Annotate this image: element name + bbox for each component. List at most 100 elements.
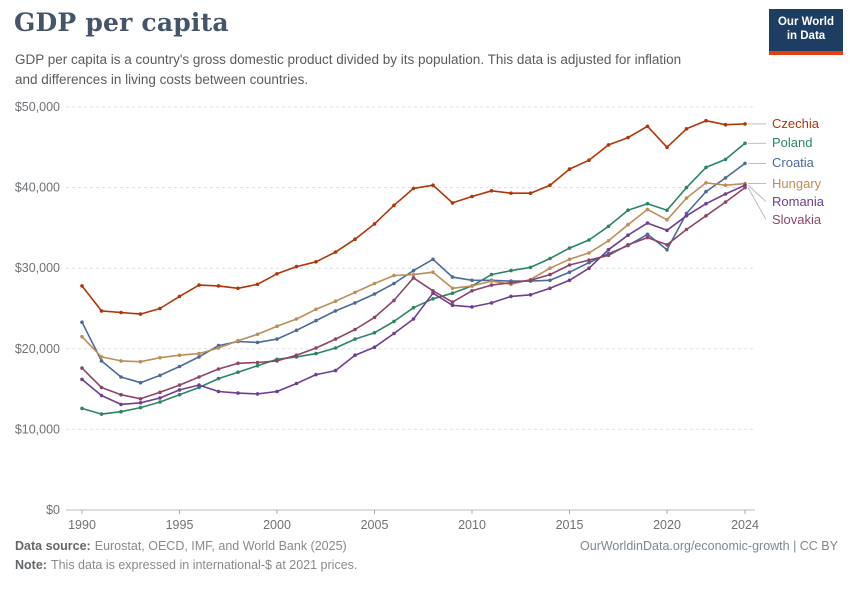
data-point-slovakia[interactable] — [294, 353, 299, 358]
data-point-poland[interactable] — [353, 337, 357, 341]
series-line-slovakia[interactable] — [81, 186, 746, 400]
data-point-poland[interactable] — [723, 157, 728, 162]
data-point-hungary[interactable] — [333, 299, 338, 303]
data-point-romania[interactable] — [587, 266, 591, 270]
data-point-poland[interactable] — [392, 319, 396, 324]
data-point-hungary[interactable] — [236, 338, 240, 343]
data-point-hungary[interactable] — [645, 207, 650, 212]
data-point-romania[interactable] — [450, 303, 455, 308]
data-point-slovakia[interactable] — [567, 263, 572, 267]
data-point-hungary[interactable] — [626, 222, 630, 227]
data-point-czechia[interactable] — [684, 127, 689, 131]
data-point-poland[interactable] — [528, 265, 533, 270]
data-point-romania[interactable] — [119, 402, 123, 407]
data-point-hungary[interactable] — [411, 272, 416, 277]
data-point-czechia[interactable] — [216, 284, 221, 288]
data-point-croatia[interactable] — [138, 380, 143, 385]
data-point-poland[interactable] — [138, 405, 143, 410]
data-point-czechia[interactable] — [411, 186, 416, 191]
data-point-slovakia[interactable] — [177, 383, 182, 387]
data-point-czechia[interactable] — [665, 145, 669, 150]
data-point-slovakia[interactable] — [236, 361, 240, 366]
data-point-slovakia[interactable] — [119, 392, 123, 397]
data-point-romania[interactable] — [158, 396, 162, 400]
data-point-hungary[interactable] — [665, 218, 669, 222]
data-point-czechia[interactable] — [528, 191, 533, 195]
data-point-croatia[interactable] — [470, 278, 474, 283]
data-point-czechia[interactable] — [606, 143, 611, 147]
data-point-croatia[interactable] — [255, 340, 260, 345]
data-point-czechia[interactable] — [470, 194, 474, 199]
data-point-romania[interactable] — [626, 233, 630, 237]
data-point-croatia[interactable] — [158, 373, 162, 378]
data-point-hungary[interactable] — [216, 346, 221, 350]
data-point-romania[interactable] — [411, 317, 416, 321]
data-point-slovakia[interactable] — [626, 243, 630, 247]
data-point-czechia[interactable] — [99, 309, 104, 313]
data-point-croatia[interactable] — [353, 301, 357, 305]
data-point-romania[interactable] — [489, 301, 494, 305]
data-point-czechia[interactable] — [723, 122, 728, 127]
data-point-slovakia[interactable] — [509, 280, 513, 285]
data-point-croatia[interactable] — [587, 260, 591, 265]
data-point-romania[interactable] — [470, 305, 474, 309]
data-point-romania[interactable] — [606, 247, 611, 252]
legend-item-slovakia[interactable]: Slovakia — [772, 211, 822, 227]
data-point-croatia[interactable] — [743, 161, 747, 166]
data-point-czechia[interactable] — [197, 283, 201, 287]
data-point-czechia[interactable] — [372, 222, 377, 226]
data-point-poland[interactable] — [216, 376, 221, 381]
data-point-hungary[interactable] — [372, 281, 377, 286]
data-point-czechia[interactable] — [138, 312, 143, 316]
data-point-romania[interactable] — [567, 278, 572, 283]
data-point-czechia[interactable] — [431, 183, 435, 187]
data-point-croatia[interactable] — [411, 268, 416, 273]
data-point-slovakia[interactable] — [606, 253, 611, 258]
data-point-slovakia[interactable] — [704, 214, 708, 218]
data-point-slovakia[interactable] — [743, 185, 747, 190]
data-point-romania[interactable] — [177, 388, 182, 392]
data-point-slovakia[interactable] — [587, 258, 591, 262]
data-point-romania[interactable] — [314, 372, 318, 377]
data-point-poland[interactable] — [119, 409, 123, 414]
legend-item-poland[interactable]: Poland — [772, 135, 813, 151]
data-point-croatia[interactable] — [723, 176, 728, 180]
data-point-croatia[interactable] — [645, 232, 650, 237]
data-point-poland[interactable] — [411, 305, 416, 310]
data-point-slovakia[interactable] — [665, 243, 669, 247]
data-point-czechia[interactable] — [119, 310, 123, 315]
line-chart[interactable]: $0 $10,000 $20,000 $30,000 $40,000 $50,000 199… — [0, 95, 850, 545]
data-point-croatia[interactable] — [372, 292, 377, 296]
data-point-poland[interactable] — [509, 268, 513, 273]
data-point-hungary[interactable] — [353, 290, 357, 295]
data-point-slovakia[interactable] — [645, 235, 650, 240]
data-point-slovakia[interactable] — [353, 327, 357, 332]
data-point-croatia[interactable] — [704, 189, 708, 194]
data-point-poland[interactable] — [255, 363, 260, 368]
data-point-poland[interactable] — [314, 351, 318, 356]
data-point-romania[interactable] — [80, 377, 84, 382]
data-point-poland[interactable] — [567, 246, 572, 250]
data-point-czechia[interactable] — [645, 124, 650, 129]
legend-item-croatia[interactable]: Croatia — [772, 155, 814, 171]
data-point-romania[interactable] — [294, 381, 299, 386]
data-point-hungary[interactable] — [392, 273, 396, 278]
data-point-slovakia[interactable] — [450, 300, 455, 304]
data-point-slovakia[interactable] — [158, 390, 162, 395]
data-point-poland[interactable] — [587, 238, 591, 242]
data-point-poland[interactable] — [431, 297, 435, 301]
data-point-romania[interactable] — [665, 228, 669, 233]
data-point-croatia[interactable] — [80, 320, 84, 324]
data-point-romania[interactable] — [509, 294, 513, 299]
data-point-hungary[interactable] — [197, 351, 201, 356]
data-point-hungary[interactable] — [294, 317, 299, 321]
data-point-hungary[interactable] — [80, 334, 84, 339]
data-point-czechia[interactable] — [743, 122, 747, 126]
data-point-croatia[interactable] — [548, 278, 552, 283]
data-point-hungary[interactable] — [723, 183, 728, 187]
data-point-slovakia[interactable] — [528, 278, 533, 283]
data-point-hungary[interactable] — [606, 239, 611, 243]
data-point-croatia[interactable] — [119, 375, 123, 379]
data-point-slovakia[interactable] — [470, 289, 474, 293]
data-point-czechia[interactable] — [548, 183, 552, 187]
